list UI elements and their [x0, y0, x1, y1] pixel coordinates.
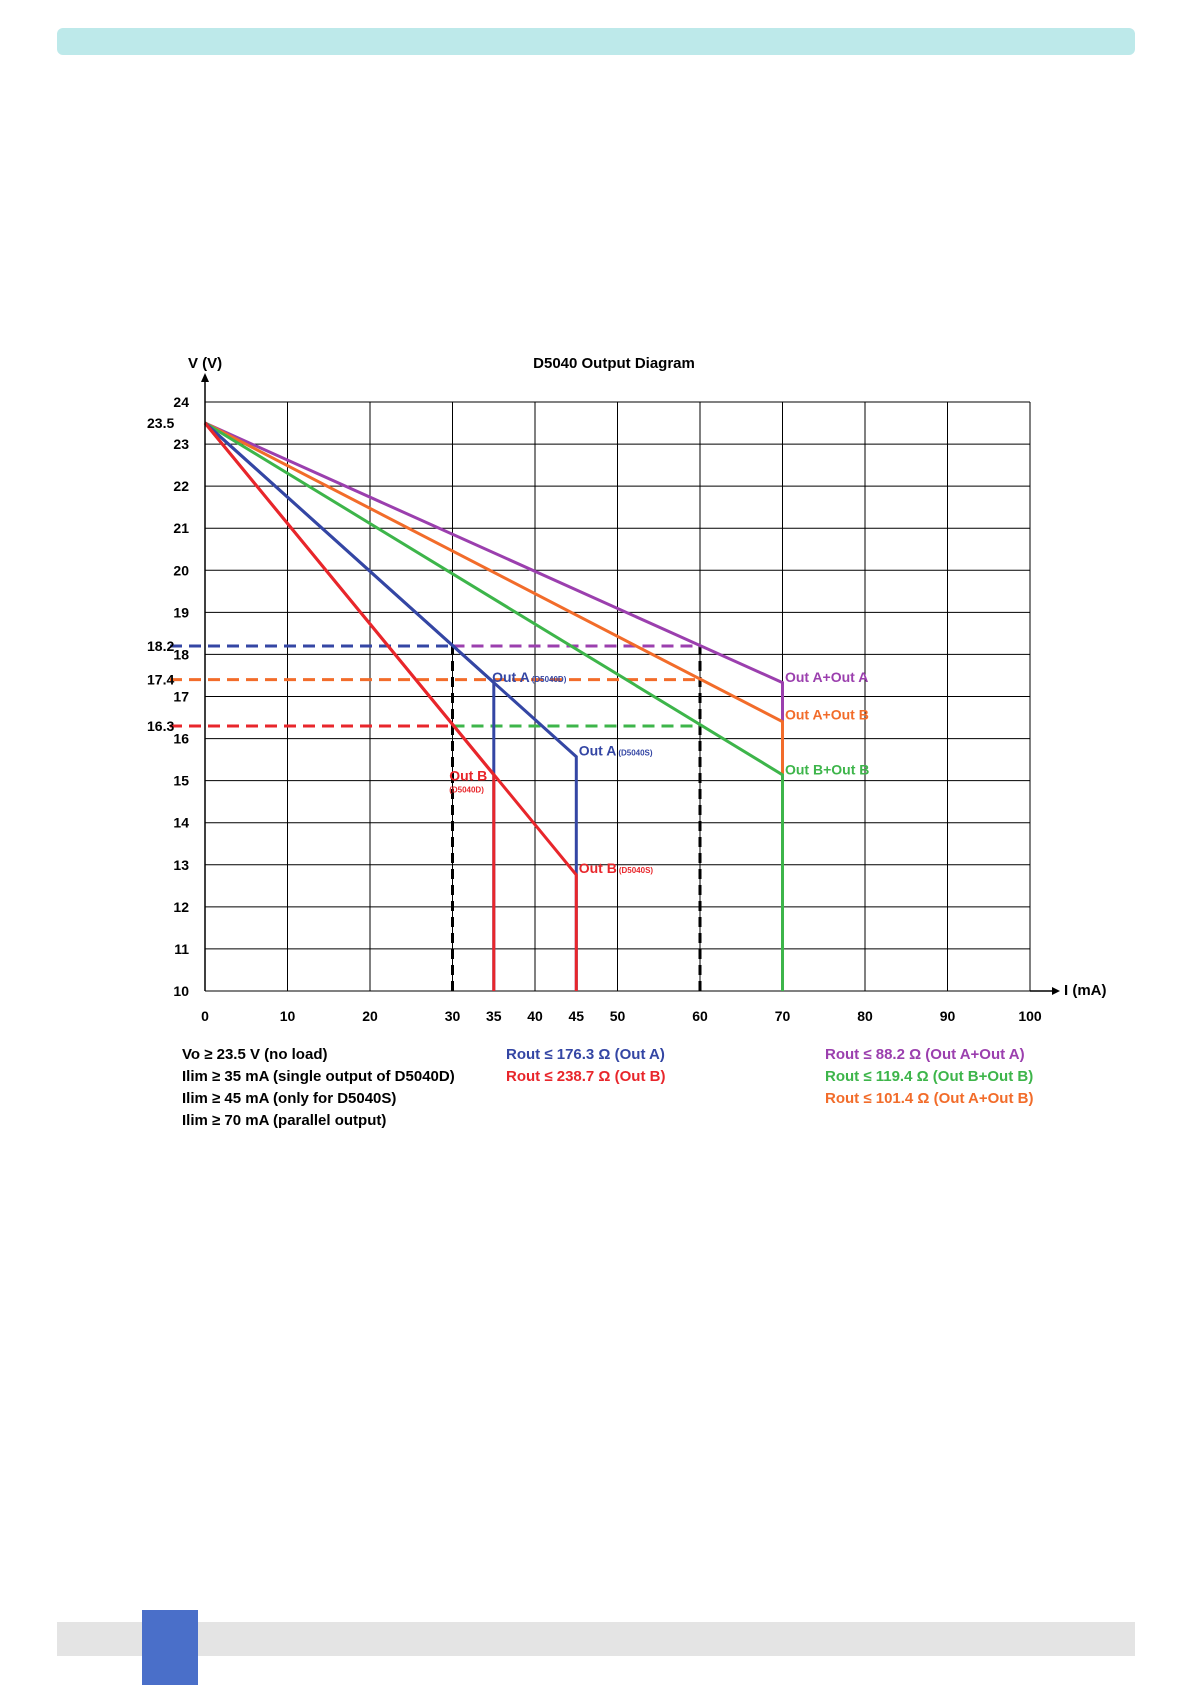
y-tick-label: 10 — [173, 983, 189, 999]
curve-labels: Out A (D5040D)Out A (D5040S)Out B(D5040D)O… — [449, 669, 869, 876]
x-tick-label: 60 — [692, 1008, 708, 1024]
y-tick-label: 11 — [174, 941, 189, 957]
curve-label: Out B — [449, 768, 487, 784]
x-tick-label: 70 — [775, 1008, 791, 1024]
y-tick-label: 13 — [173, 857, 189, 873]
x-tick-label: 45 — [568, 1008, 584, 1024]
curve-label-sub: (D5040S) — [619, 866, 654, 875]
x-tick-label: 30 — [445, 1008, 461, 1024]
y-tick-label: 17 — [173, 689, 189, 705]
footer-band — [57, 1622, 1135, 1656]
x-tick-label: 10 — [280, 1008, 296, 1024]
y-tick-label: 12 — [173, 899, 189, 915]
y-tick-label: 16 — [173, 731, 189, 747]
grid — [204, 401, 1031, 992]
x-tick-label: 90 — [940, 1008, 956, 1024]
y-tick-label: 22 — [173, 478, 189, 494]
header-band — [57, 28, 1135, 55]
chart-title: D5040 Output Diagram — [533, 355, 695, 372]
y-special-label: 16.3 — [147, 718, 174, 734]
x-tick-label: 50 — [610, 1008, 626, 1024]
note-text: Rout ≤ 119.4 Ω (Out B+Out B) — [825, 1068, 1033, 1085]
curve-label-sub: (D5040D) — [532, 675, 567, 684]
y-special-label: 23.5 — [147, 415, 174, 431]
curve-label: Out B+Out B — [785, 761, 869, 777]
x-axis-label: I (mA) — [1064, 982, 1107, 999]
x-axis-arrow — [1052, 987, 1060, 995]
note-text: Rout ≤ 88.2 Ω (Out A+Out A) — [825, 1046, 1025, 1063]
note-text: Ilim ≥ 35 mA (single output of D5040D) — [182, 1068, 455, 1085]
y-tick-label: 14 — [173, 815, 189, 831]
x-tick-label: 100 — [1018, 1008, 1042, 1024]
curve-label-sub: (D5040D) — [449, 786, 484, 795]
y-tick-label: 23 — [173, 436, 189, 452]
x-tick-label: 0 — [201, 1008, 209, 1024]
y-tick-label: 24 — [173, 394, 189, 410]
y-special-label: 18.2 — [147, 638, 174, 654]
series-lines — [203, 421, 784, 991]
curve-label-sub: (D5040S) — [618, 748, 653, 757]
y-tick-label: 21 — [173, 520, 189, 536]
x-tick-label: 35 — [486, 1008, 502, 1024]
curve-label: Out A — [579, 742, 617, 758]
tick-labels: 10 11 12 13 14 15 16 17 18 19 20 21 22 23 24 23.5 18.2 17… — [147, 394, 1042, 1024]
y-axis-label: V (V) — [188, 355, 222, 372]
reference-lines — [170, 644, 702, 991]
x-tick-label: 20 — [362, 1008, 378, 1024]
x-tick-label: 80 — [857, 1008, 873, 1024]
curve-label: Out A+Out B — [785, 707, 869, 723]
note-text: Rout ≤ 101.4 Ω (Out A+Out B) — [825, 1090, 1033, 1107]
curve-label: Out B — [579, 860, 617, 876]
note-text: Vo ≥ 23.5 V (no load) — [182, 1046, 327, 1063]
y-tick-label: 19 — [173, 604, 189, 620]
curve-label: Out A+Out A — [785, 669, 868, 685]
series-line — [203, 421, 578, 991]
note-text: Ilim ≥ 45 mA (only for D5040S) — [182, 1090, 396, 1107]
curve-label: Out A — [492, 669, 530, 685]
notes: Vo ≥ 23.5 V (no load) Ilim ≥ 35 mA (singl… — [182, 1046, 1033, 1129]
page-number-tab — [142, 1610, 198, 1685]
axes — [201, 373, 1060, 995]
series-line — [203, 422, 496, 991]
note-text: Ilim ≥ 70 mA (parallel output) — [182, 1112, 386, 1129]
x-tick-label: 40 — [527, 1008, 543, 1024]
series-line — [204, 421, 784, 991]
y-tick-label: 18 — [173, 646, 189, 662]
y-axis-arrow — [201, 373, 209, 382]
y-tick-label: 20 — [173, 562, 189, 578]
note-text: Rout ≤ 176.3 Ω (Out A) — [506, 1046, 665, 1063]
series-line — [203, 421, 496, 991]
y-special-label: 17.4 — [147, 672, 174, 688]
y-tick-label: 15 — [173, 773, 189, 789]
series-line — [203, 422, 578, 991]
note-text: Rout ≤ 238.7 Ω (Out B) — [506, 1068, 665, 1085]
